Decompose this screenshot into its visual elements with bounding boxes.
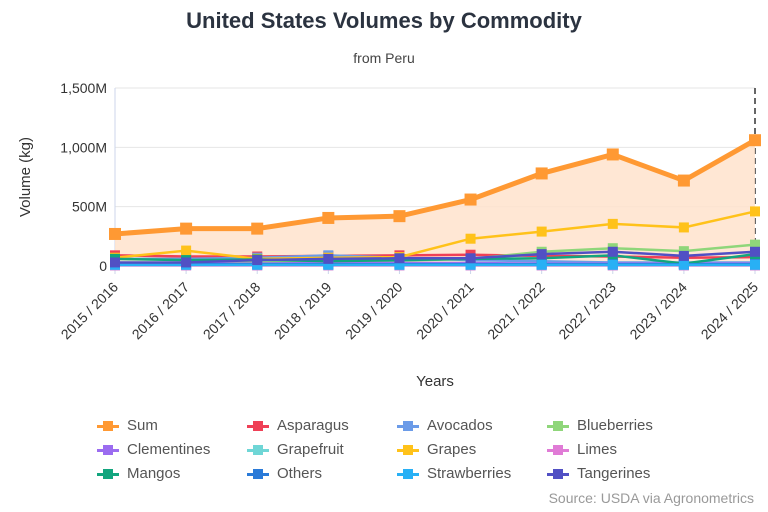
data-point <box>749 134 761 147</box>
y-tick-label: 1,000M <box>60 139 107 155</box>
y-tick-label: 500M <box>72 199 107 215</box>
data-point <box>607 259 618 270</box>
legend-swatch-icon <box>97 468 119 479</box>
data-point <box>181 245 192 256</box>
legend-label: Others <box>277 465 323 482</box>
data-point <box>109 227 121 240</box>
legend-item-asparagus[interactable]: Asparagus <box>247 416 397 435</box>
legend-swatch-icon <box>547 444 569 455</box>
legend-label: Clementines <box>127 441 211 458</box>
data-point <box>465 253 476 264</box>
x-tick-label: 2024 / 2025 <box>698 279 762 343</box>
data-point <box>536 249 547 260</box>
legend-label: Blueberries <box>577 417 653 434</box>
data-point <box>677 174 690 187</box>
data-point <box>465 233 476 244</box>
legend-item-mangos[interactable]: Mangos <box>97 464 247 483</box>
data-point <box>536 259 547 270</box>
series-line <box>114 253 756 259</box>
data-point <box>678 250 689 261</box>
chart-title: United States Volumes by Commodity <box>186 8 582 33</box>
y-tick-label: 0 <box>99 258 107 274</box>
data-point <box>536 226 547 237</box>
legend-label: Tangerines <box>577 465 651 482</box>
legend-item-grapes[interactable]: Grapes <box>397 440 547 459</box>
data-point <box>393 210 406 223</box>
data-point <box>750 259 760 270</box>
x-tick-label: 2015 / 2016 <box>58 279 122 343</box>
x-tick-label: 2018 / 2019 <box>271 279 335 343</box>
data-point <box>323 259 334 270</box>
data-point <box>607 218 618 229</box>
y-axis-title: Volume (kg) <box>17 137 34 217</box>
data-point <box>181 257 192 268</box>
legend-label: Mangos <box>127 465 181 482</box>
legend-label: Avocados <box>427 417 493 434</box>
data-point <box>252 255 263 266</box>
legend-item-avocados[interactable]: Avocados <box>397 416 547 435</box>
legend-swatch-icon <box>397 444 419 455</box>
legend-item-tangerines[interactable]: Tangerines <box>547 464 697 483</box>
series-line <box>115 250 756 264</box>
series-line <box>114 138 757 237</box>
legend-item-strawberries[interactable]: Strawberries <box>397 464 547 483</box>
data-point <box>394 253 405 264</box>
series-sum <box>109 134 761 240</box>
x-axis-title: Years <box>416 373 454 390</box>
data-point <box>322 211 335 224</box>
legend-swatch-icon <box>97 444 119 455</box>
legend-item-sum[interactable]: Sum <box>97 416 247 435</box>
legend-swatch-icon <box>97 420 119 431</box>
data-point <box>750 246 760 257</box>
source-credit: Source: USDA via Agronometrics <box>548 490 754 506</box>
data-point <box>535 167 548 180</box>
legend-label: Strawberries <box>427 465 512 482</box>
x-tick-label: 2017 / 2018 <box>200 279 264 343</box>
legend-swatch-icon <box>397 468 419 479</box>
legend-label: Asparagus <box>277 417 349 434</box>
data-point <box>251 222 264 235</box>
legend-item-limes[interactable]: Limes <box>547 440 697 459</box>
data-point <box>606 148 619 161</box>
legend-label: Grapes <box>427 441 477 458</box>
x-tick-label: 2023 / 2024 <box>626 279 690 343</box>
y-tick-label: 1,500M <box>60 80 107 96</box>
legend-swatch-icon <box>397 420 419 431</box>
x-tick-label: 2020 / 2021 <box>413 279 477 343</box>
data-point <box>110 257 120 268</box>
data-point <box>465 259 476 270</box>
legend-item-blueberries[interactable]: Blueberries <box>547 416 697 435</box>
legend-item-clementines[interactable]: Clementines <box>97 440 247 459</box>
data-point <box>607 246 618 257</box>
legend: Sum Asparagus Avocados Blueberries Clementin… <box>97 416 697 483</box>
legend-label: Grapefruit <box>277 441 344 458</box>
data-point <box>750 206 760 217</box>
legend-swatch-icon <box>547 420 569 431</box>
chart-subtitle: from Peru <box>353 50 415 66</box>
data-point <box>750 239 760 250</box>
legend-swatch-icon <box>247 444 269 455</box>
legend-swatch-icon <box>247 468 269 479</box>
data-point <box>464 193 477 206</box>
legend-swatch-icon <box>247 420 269 431</box>
legend-label: Sum <box>127 417 158 434</box>
legend-item-others[interactable]: Others <box>247 464 397 483</box>
legend-swatch-icon <box>547 468 569 479</box>
series-tangerines <box>110 246 760 268</box>
x-tick-label: 2022 / 2023 <box>555 279 619 343</box>
data-point <box>678 222 689 233</box>
x-tick-label: 2021 / 2022 <box>484 279 548 343</box>
x-tick-label: 2019 / 2020 <box>342 279 406 343</box>
sum-area <box>115 140 755 266</box>
data-point <box>323 253 334 264</box>
data-point <box>678 259 689 270</box>
x-tick-label: 2016 / 2017 <box>129 279 193 343</box>
legend-label: Limes <box>577 441 618 458</box>
series-line <box>114 210 756 261</box>
data-point <box>394 259 405 270</box>
data-point <box>180 222 193 235</box>
legend-item-grapefruit[interactable]: Grapefruit <box>247 440 397 459</box>
